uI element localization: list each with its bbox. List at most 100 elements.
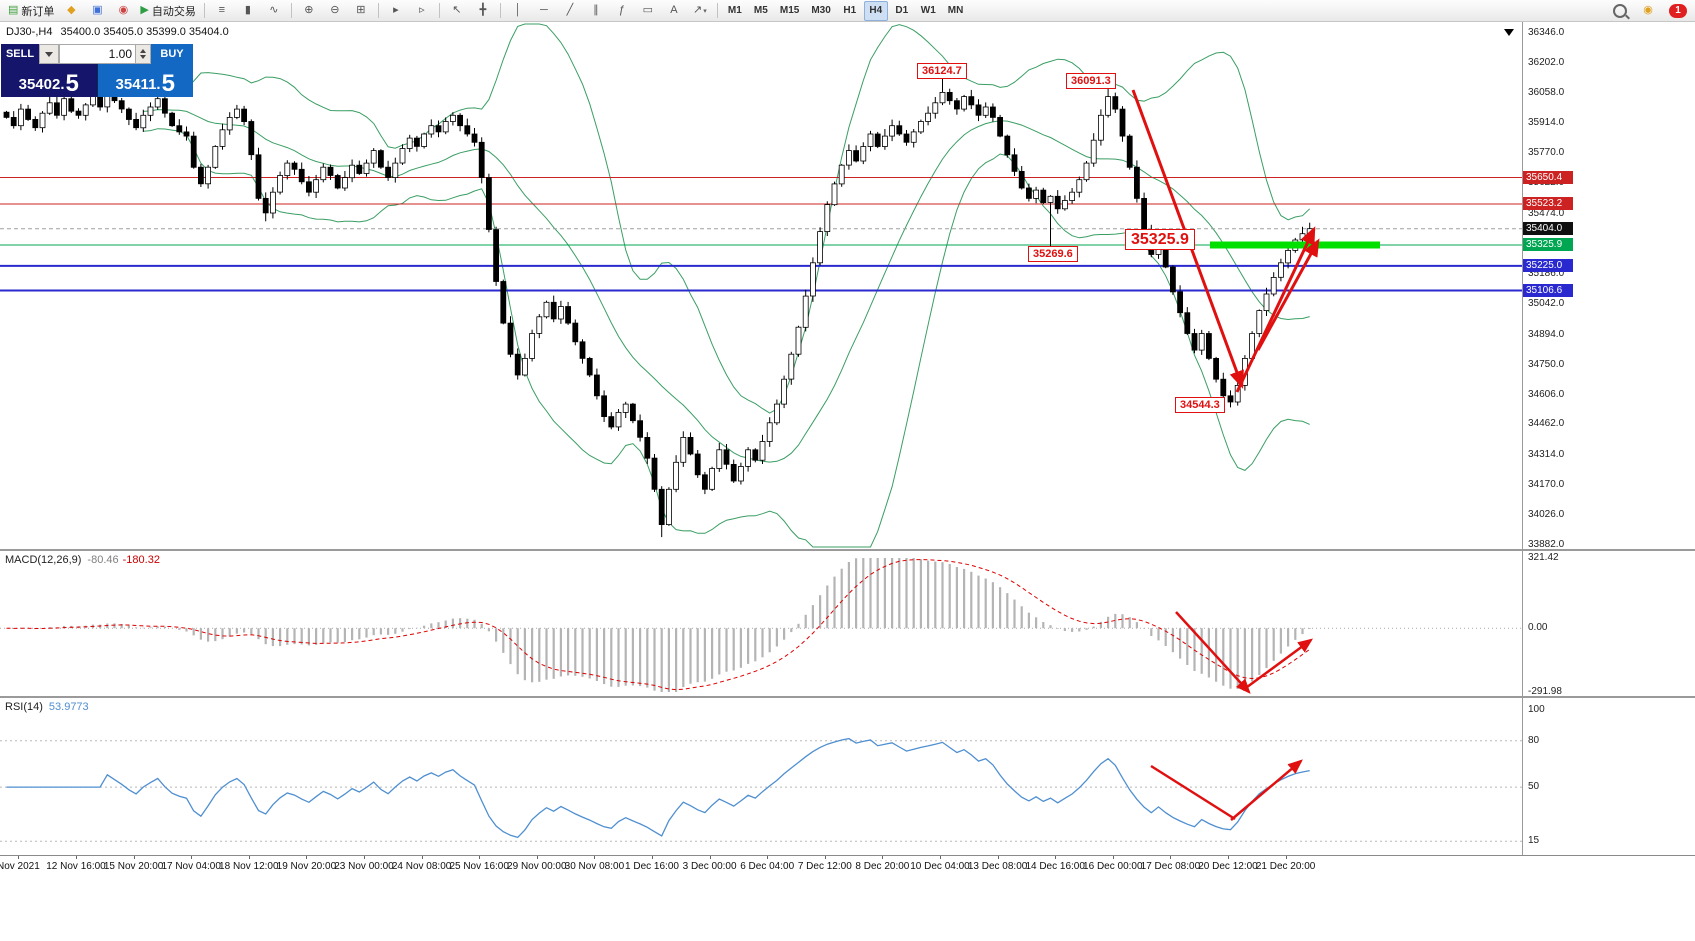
price-scale[interactable]: 36346.036202.036058.035914.035770.035622… xyxy=(1523,0,1695,941)
macd-main-value: -80.46 xyxy=(87,554,119,566)
sell-price-button[interactable]: 35402. 5 xyxy=(1,64,97,97)
trend-arrow[interactable] xyxy=(1230,759,1303,821)
vertical-line-button-icon: │ xyxy=(514,4,522,16)
shapes-button[interactable]: ▭ xyxy=(636,1,660,21)
timeframe-m15[interactable]: M15 xyxy=(775,1,804,21)
charts-button-icon: ◆ xyxy=(67,4,76,16)
charts-button[interactable]: ◆ xyxy=(59,1,83,21)
community-button[interactable]: ◉ xyxy=(1636,1,1660,21)
panel-splitter[interactable] xyxy=(0,549,1695,551)
price-annotation[interactable]: 34544.3 xyxy=(1175,397,1225,413)
fibonacci-button[interactable]: ƒ xyxy=(610,1,634,21)
time-axis-tick xyxy=(479,856,481,859)
autotrading-button[interactable]: ▶ 自动交易 xyxy=(137,1,198,21)
timeframe-m30[interactable]: M30 xyxy=(806,1,835,21)
alerts-button[interactable]: ◉ xyxy=(111,1,135,21)
macd-signal-value: -180.32 xyxy=(122,554,160,566)
time-axis-tick xyxy=(536,856,538,859)
channel-button[interactable]: ∥ xyxy=(584,1,608,21)
trend-arrow[interactable] xyxy=(1242,638,1314,692)
price-level-tag: 35404.0 xyxy=(1523,222,1573,236)
timeframe-m30-label: M30 xyxy=(811,5,831,16)
price-level-tag: 35225.0 xyxy=(1523,259,1573,273)
decrease-icon xyxy=(140,55,146,59)
volume-input[interactable]: 1.00 xyxy=(59,44,151,64)
rsi-label: RSI(14) 53.9773 xyxy=(5,701,89,713)
zoom-in-button[interactable]: ⊕ xyxy=(297,1,321,21)
highlight-line[interactable] xyxy=(1210,241,1380,249)
buy-price-button[interactable]: 35411. 5 xyxy=(96,64,193,97)
chart-shift-button-icon: ▹ xyxy=(419,4,425,16)
notification-badge[interactable]: 1 xyxy=(1669,3,1687,18)
price-tick: 34894.0 xyxy=(1528,328,1565,340)
price-annotation[interactable]: 35269.6 xyxy=(1028,246,1078,262)
timeframe-w1[interactable]: W1 xyxy=(916,1,941,21)
volume-value: 1.00 xyxy=(108,47,132,61)
timeframe-h4[interactable]: H4 xyxy=(863,0,888,21)
timeframe-m1-label: M1 xyxy=(727,5,742,16)
time-axis-label: 19 Nov 20:00 xyxy=(276,861,337,872)
timeframe-h1[interactable]: H1 xyxy=(838,1,862,21)
price-tick: 34606.0 xyxy=(1528,388,1565,400)
time-axis-label: 21 Dec 20:00 xyxy=(1255,861,1316,872)
text-button-icon: A xyxy=(670,4,678,16)
price-level-tag: 35325.9 xyxy=(1523,238,1573,252)
time-axis-label: 23 Nov 00:00 xyxy=(334,861,394,872)
autoscroll-button[interactable]: ▸ xyxy=(384,1,408,21)
price-annotation[interactable]: 35325.9 xyxy=(1125,229,1195,250)
buy-button[interactable]: BUY xyxy=(151,44,193,64)
ohlc-values: 35400.0 35405.0 35399.0 35404.0 xyxy=(60,26,229,38)
sell-button[interactable]: SELL xyxy=(1,44,39,64)
trendline-button[interactable]: ╱ xyxy=(558,1,582,21)
trend-arrow[interactable] xyxy=(1256,238,1320,351)
timeframe-m5[interactable]: M5 xyxy=(749,1,773,21)
price-tick: 33882.0 xyxy=(1528,539,1565,550)
search-icon[interactable] xyxy=(1613,3,1627,18)
order-mode-dropdown[interactable] xyxy=(39,44,59,64)
price-tick: 36058.0 xyxy=(1528,86,1565,98)
line-chart-button[interactable]: ∿ xyxy=(262,1,286,21)
arrow-objects-button[interactable]: ↗ ▾ xyxy=(688,1,712,21)
macd-panel-canvas[interactable] xyxy=(0,551,1522,696)
zoom-out-button[interactable]: ⊖ xyxy=(323,1,347,21)
time-axis-label: 3 Dec 00:00 xyxy=(682,861,737,872)
timeframe-h1-label: H1 xyxy=(843,5,857,16)
chart-shift-button[interactable]: ▹ xyxy=(410,1,434,21)
rsi-panel-canvas[interactable] xyxy=(0,698,1522,855)
price-chart-canvas[interactable] xyxy=(0,22,1522,549)
community-icon: ◉ xyxy=(1643,4,1653,16)
timeframe-d1[interactable]: D1 xyxy=(890,1,914,21)
text-button[interactable]: A xyxy=(662,1,686,21)
time-axis-label: 6 Dec 04:00 xyxy=(740,861,795,872)
cursor-button[interactable]: ↖ xyxy=(445,1,469,21)
timeframe-mn[interactable]: MN xyxy=(943,1,969,21)
timeframe-w1-label: W1 xyxy=(920,5,936,16)
new-order-button[interactable]: ▤ 新订单 xyxy=(5,1,57,21)
toolbar-separator xyxy=(203,3,205,18)
timeframe-m5-label: M5 xyxy=(753,5,768,16)
bar-chart-button[interactable]: ≡ xyxy=(210,1,234,21)
time-axis-label: Nov 2021 xyxy=(0,861,40,872)
rsi-scale-tick: 50 xyxy=(1528,781,1540,793)
price-tick: 34314.0 xyxy=(1528,449,1565,461)
price-annotation[interactable]: 36091.3 xyxy=(1066,73,1116,89)
horizontal-line-button[interactable]: ─ xyxy=(532,1,556,21)
profiles-button-icon: ▣ xyxy=(92,4,103,16)
trend-arrow[interactable] xyxy=(1235,226,1316,393)
trend-arrow[interactable] xyxy=(1175,611,1251,694)
crosshair-button[interactable]: ╋ xyxy=(471,1,495,21)
timeframe-m1[interactable]: M1 xyxy=(723,1,747,21)
price-annotation[interactable]: 36124.7 xyxy=(917,63,967,79)
toolbar-separator xyxy=(377,3,379,18)
toolbar-separator xyxy=(438,3,440,18)
trend-arrow[interactable] xyxy=(1150,764,1236,821)
profiles-button[interactable]: ▣ xyxy=(85,1,109,21)
volume-stepper[interactable] xyxy=(135,45,150,63)
vertical-line-button[interactable]: │ xyxy=(506,1,530,21)
time-axis-tick xyxy=(18,856,20,859)
time-axis-label: 14 Dec 16:00 xyxy=(1025,861,1085,872)
tile-windows-button[interactable]: ⊞ xyxy=(349,1,373,21)
candlestick-chart-button[interactable]: ▮ xyxy=(236,1,260,21)
time-axis[interactable]: Nov 2021 12 Nov 16:00 15 Nov 20:00 17 Nov 0… xyxy=(0,856,1523,876)
panel-splitter[interactable] xyxy=(0,696,1695,698)
